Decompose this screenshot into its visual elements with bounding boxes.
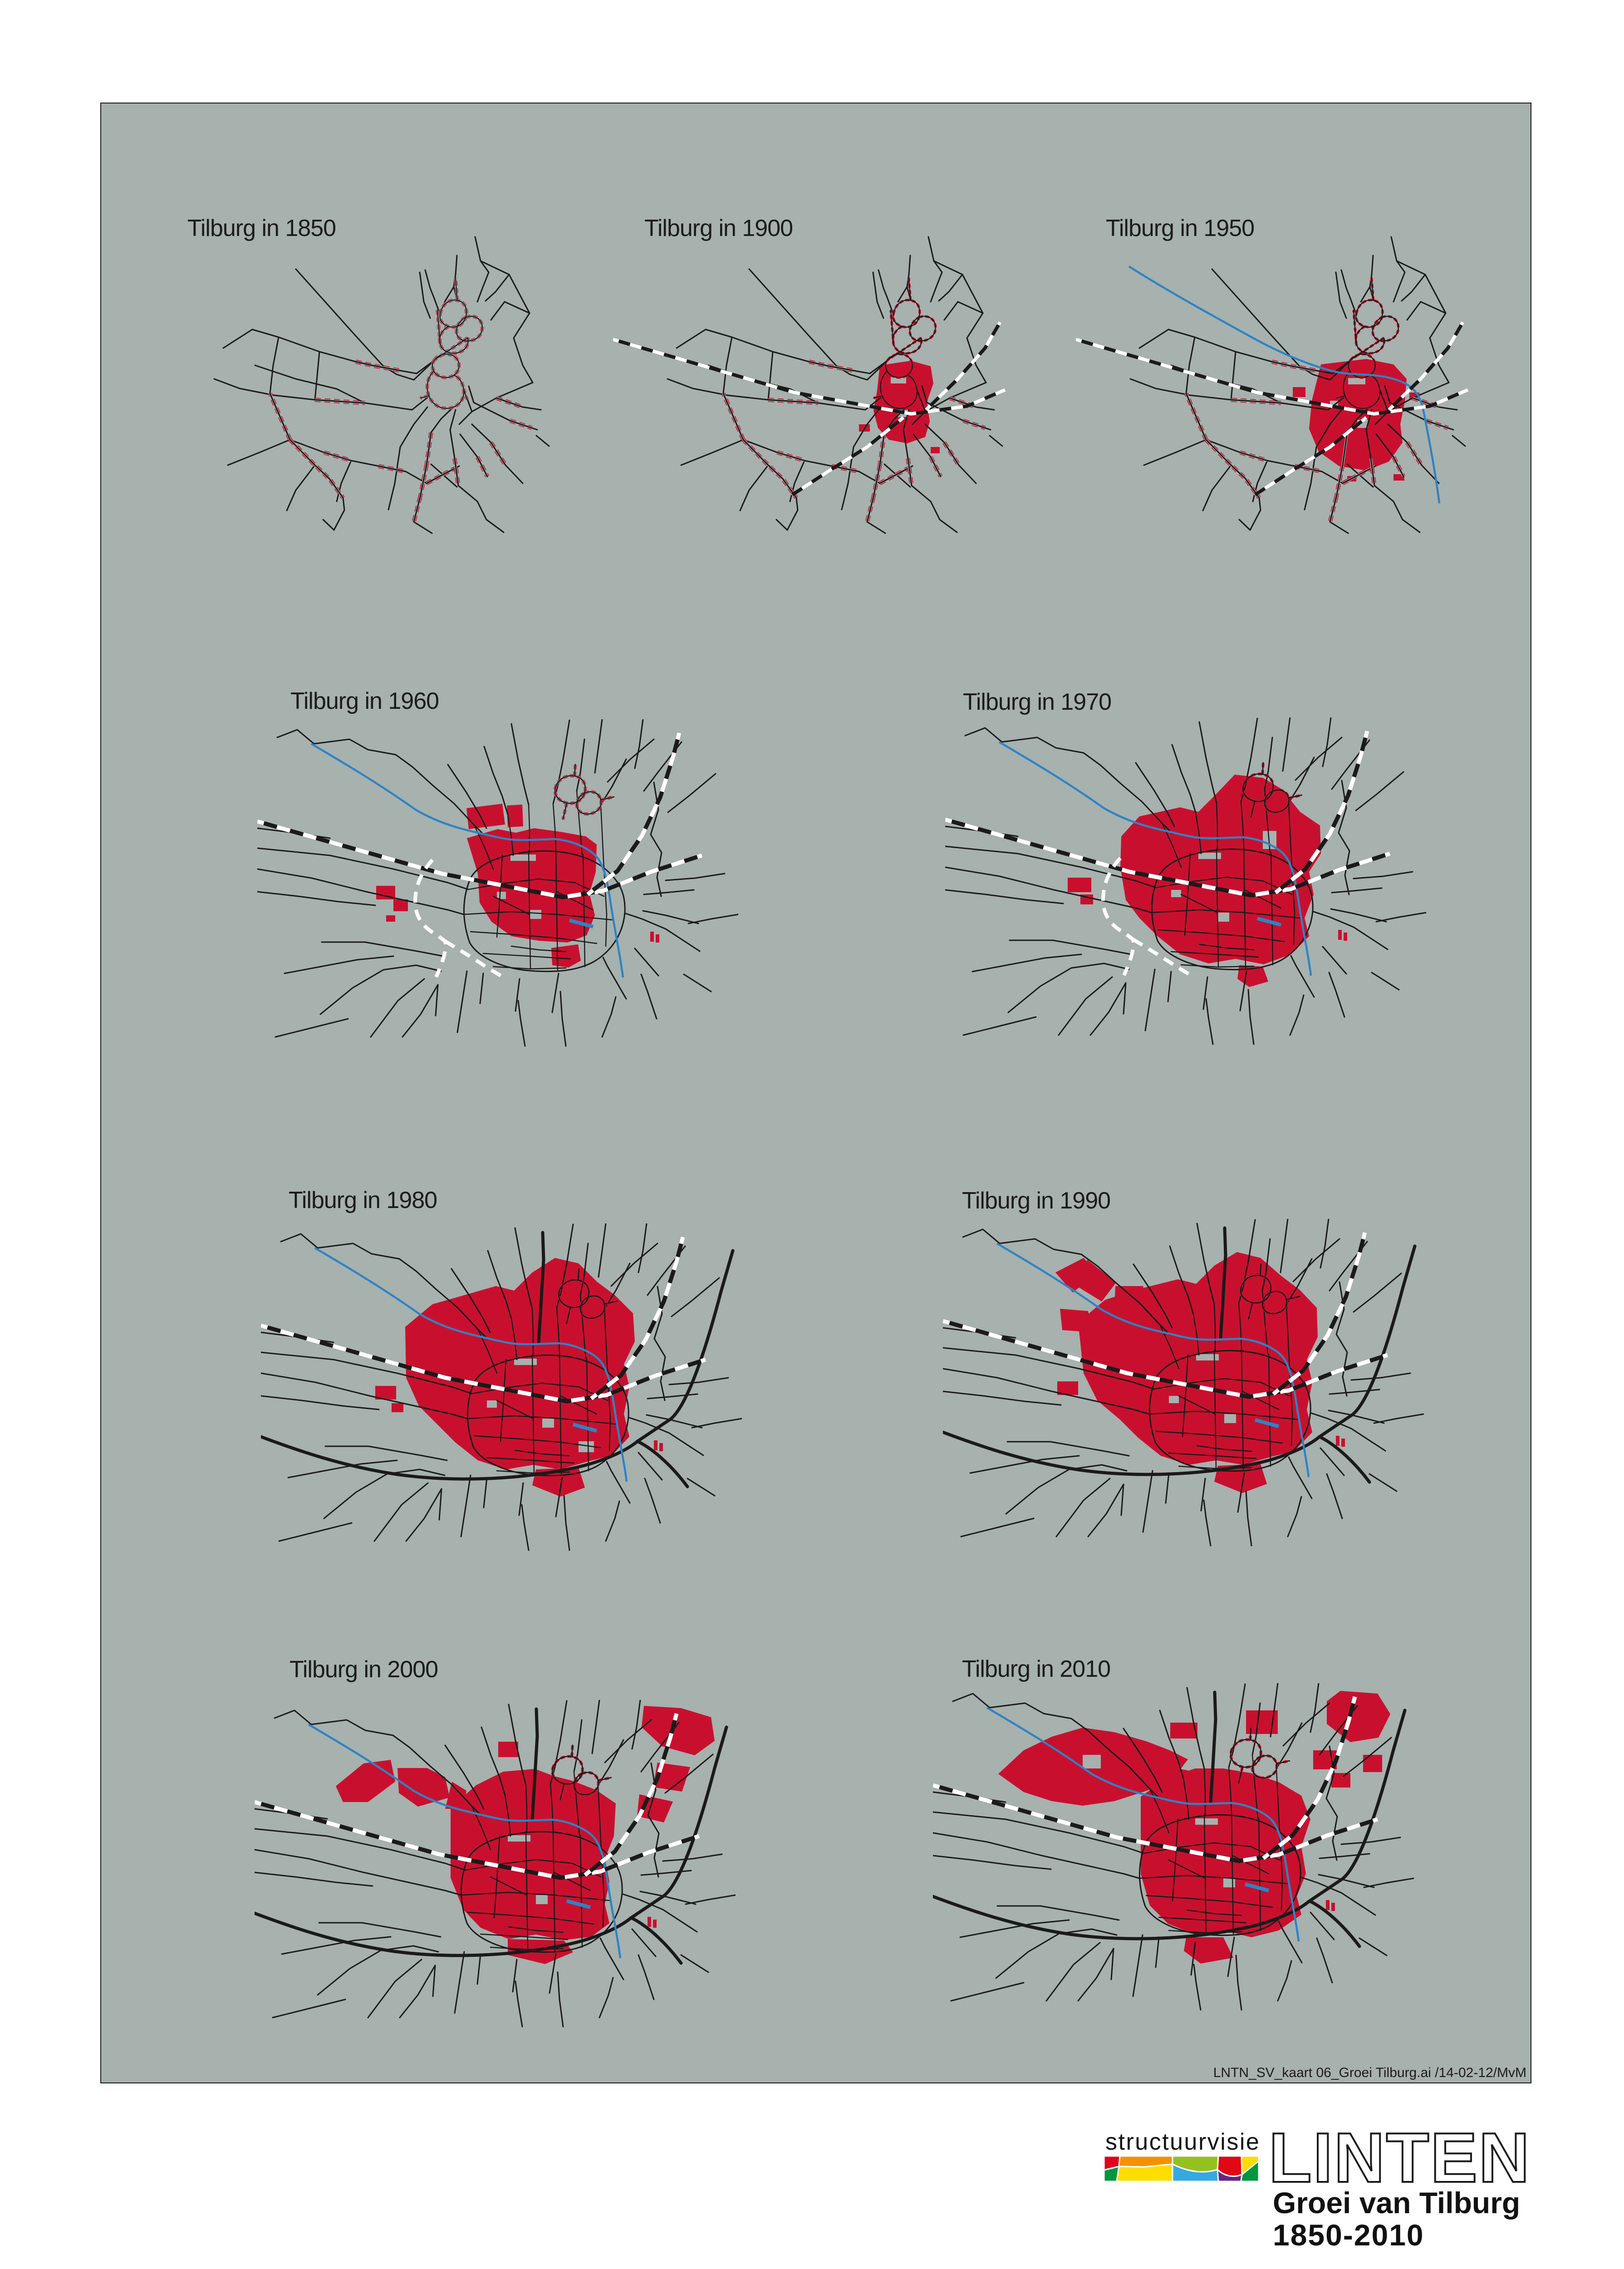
svg-text:LINTEN: LINTEN bbox=[1269, 2128, 1531, 2187]
